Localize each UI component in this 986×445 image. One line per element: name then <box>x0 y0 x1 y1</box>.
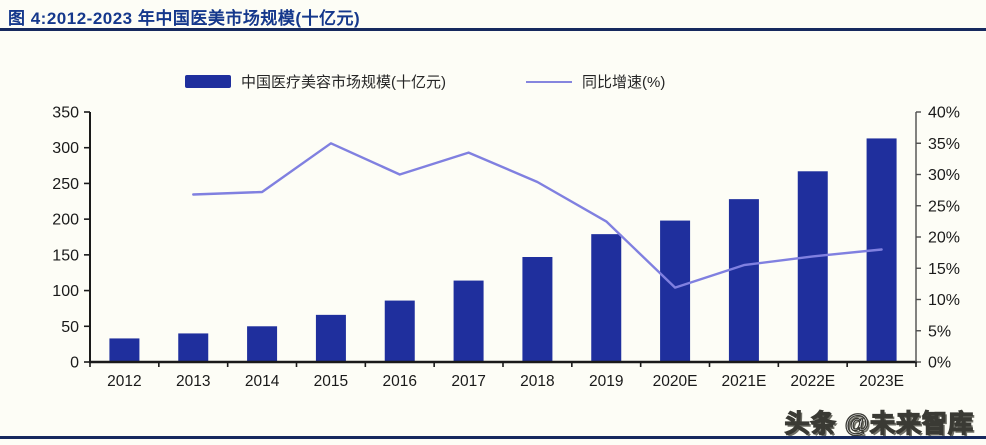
right-axis-tick-label: 30% <box>928 167 960 184</box>
right-axis-tick-label: 20% <box>928 230 960 247</box>
x-axis-label-2014: 2014 <box>245 373 280 390</box>
bar-2018 <box>522 257 553 362</box>
x-axis-label-2018: 2018 <box>520 373 554 390</box>
x-axis-label-2016: 2016 <box>383 373 417 390</box>
bar-2017 <box>453 280 484 362</box>
left-axis-tick-label: 150 <box>52 247 79 264</box>
left-axis-tick-label: 250 <box>52 176 79 193</box>
left-axis-tick-label: 200 <box>52 212 79 229</box>
right-axis-tick-label: 5% <box>928 323 951 340</box>
market-size-chart: 0 50 100 150 200 250 300 350 0% 5% 10% 15% 20% 25% 30%… <box>52 105 960 391</box>
left-axis-tick-label: 300 <box>52 140 79 157</box>
bar-series-swatch-icon <box>185 75 231 88</box>
x-axis-label-2017: 2017 <box>451 373 485 390</box>
bar-2012 <box>109 338 140 362</box>
right-axis-tick-label: 40% <box>928 105 960 122</box>
x-axis-label-2021E: 2021E <box>722 373 767 390</box>
right-axis-tick-label: 15% <box>928 261 960 278</box>
right-axis-tick-label: 0% <box>928 355 951 372</box>
growth-line <box>192 142 883 289</box>
x-axis-label-2020E: 2020E <box>653 373 698 390</box>
bar-2021E <box>728 199 759 362</box>
chart-legend: 中国医疗美容市场规模(十亿元) 同比增速(%) <box>185 71 665 92</box>
right-axis-tick-label: 35% <box>928 136 960 153</box>
right-axis-tick-label: 10% <box>928 292 960 309</box>
left-axis-tick-label: 50 <box>61 319 79 336</box>
page-title: 图 4:2012-2023 年中国医美市场规模(十亿元) <box>8 9 361 28</box>
bar-2015 <box>315 314 346 362</box>
x-axis-label-2012: 2012 <box>107 373 141 390</box>
bar-series-legend-label: 中国医疗美容市场规模(十亿元) <box>241 74 446 91</box>
left-axis-tick-label: 100 <box>52 283 79 300</box>
left-axis-tick-label: 0 <box>70 355 79 372</box>
bottom-divider <box>0 436 986 439</box>
title-underline <box>0 28 986 31</box>
bar-2013 <box>178 333 209 362</box>
right-axis-tick-label: 25% <box>928 198 960 215</box>
x-axis-label-2019: 2019 <box>589 373 623 390</box>
bar-2019 <box>591 234 622 362</box>
bar-2020E <box>660 220 691 362</box>
bar-2022E <box>797 171 828 362</box>
bar-2014 <box>247 326 278 362</box>
line-series-legend-label: 同比增速(%) <box>582 74 666 91</box>
x-axis-label-2022E: 2022E <box>790 373 835 390</box>
watermark: 头条 @未来智库 <box>784 409 974 438</box>
left-axis-tick-label: 350 <box>52 105 79 122</box>
bar-2016 <box>384 300 415 362</box>
x-axis-label-2023E: 2023E <box>859 373 904 390</box>
line-series-swatch-icon <box>526 80 572 83</box>
x-axis-label-2015: 2015 <box>314 373 348 390</box>
x-axis-label-2013: 2013 <box>176 373 210 390</box>
